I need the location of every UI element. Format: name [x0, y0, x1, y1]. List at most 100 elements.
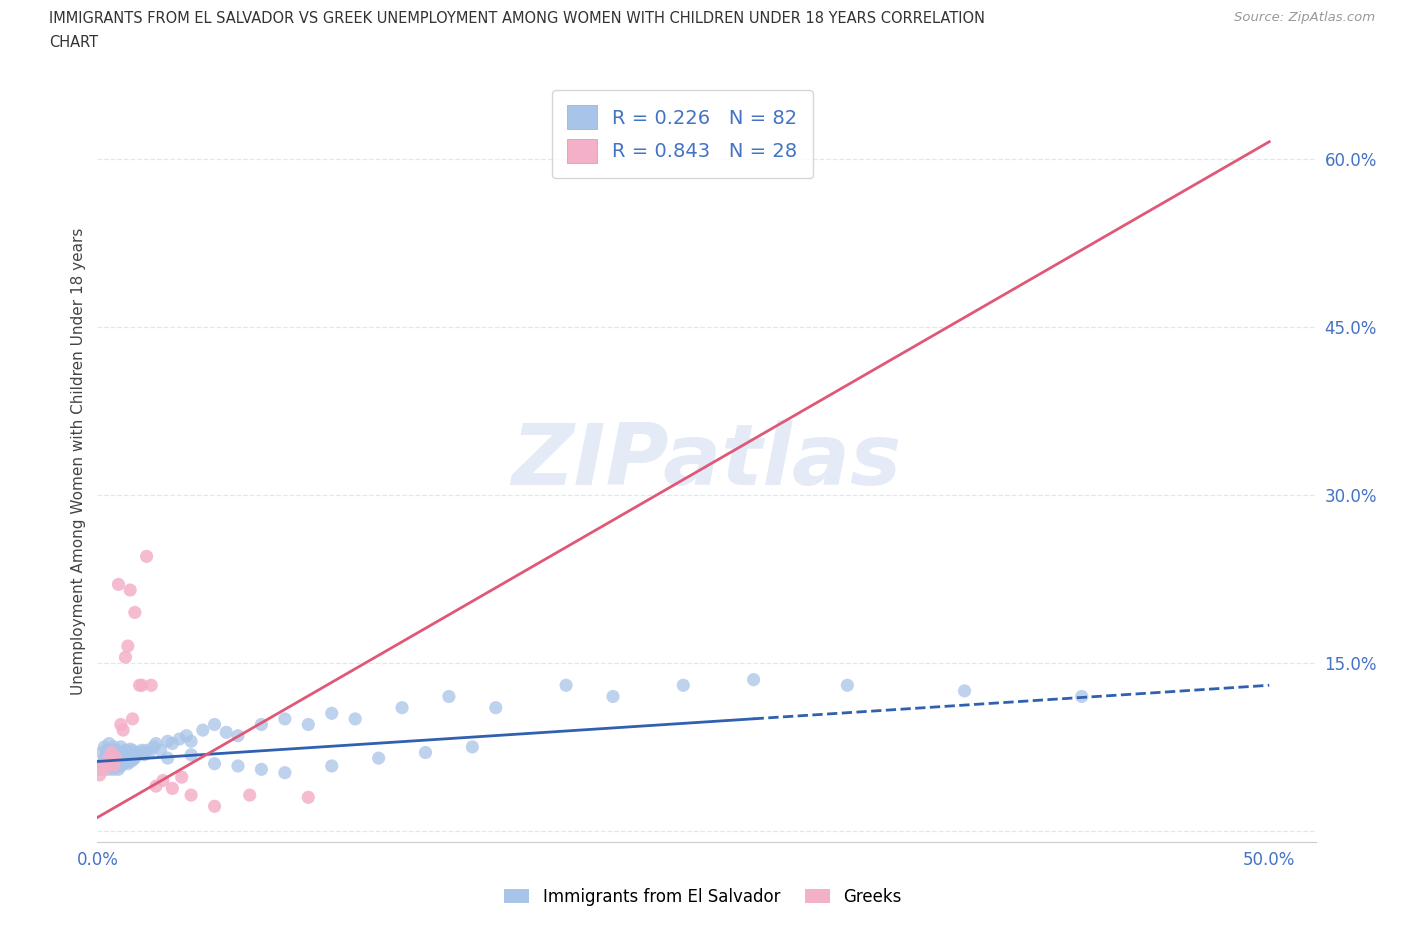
Point [128, 678, 150, 693]
Y-axis label: Unemployment Among Women with Children Under 18 years: Unemployment Among Women with Children U… [72, 228, 86, 695]
Point [250, 717, 273, 732]
Point [344, 711, 367, 726]
Point [156, 751, 179, 765]
Point [437, 689, 460, 704]
Point [100, 751, 122, 765]
Point [107, 745, 129, 760]
Point [121, 743, 143, 758]
Point [117, 756, 139, 771]
Point [415, 745, 437, 760]
Point [120, 754, 142, 769]
Point [128, 745, 150, 760]
Point [91, 759, 114, 774]
Point [121, 711, 143, 726]
Point [105, 751, 128, 765]
Point [112, 723, 135, 737]
Point [91, 745, 114, 760]
Point [93, 762, 115, 777]
Point [100, 745, 122, 760]
Legend: R = 0.226   N = 82, R = 0.843   N = 28: R = 0.226 N = 82, R = 0.843 N = 28 [553, 90, 813, 179]
Point [98, 762, 121, 777]
Point [170, 770, 193, 785]
Point [107, 762, 129, 777]
Point [121, 753, 143, 768]
Point [555, 678, 578, 693]
Point [145, 737, 167, 751]
Point [837, 678, 859, 693]
Point [114, 754, 136, 769]
Point [138, 745, 160, 760]
Point [98, 754, 121, 769]
Point [162, 737, 184, 751]
Point [117, 745, 139, 760]
Point [162, 781, 184, 796]
Point [367, 751, 389, 765]
Point [191, 723, 214, 737]
Point [149, 743, 172, 758]
Point [98, 751, 121, 765]
Point [110, 739, 132, 754]
Point [107, 577, 129, 591]
Point [96, 748, 118, 763]
Point [103, 759, 125, 774]
Point [124, 751, 146, 765]
Point [98, 737, 121, 751]
Point [321, 759, 343, 774]
Point [135, 549, 157, 564]
Point [120, 742, 142, 757]
Point [297, 790, 319, 804]
Point [112, 756, 135, 771]
Point [105, 743, 128, 758]
Point [134, 748, 156, 763]
Point [145, 778, 167, 793]
Point [93, 739, 115, 754]
Point [110, 717, 132, 732]
Point [93, 762, 115, 777]
Point [215, 724, 238, 739]
Point [142, 739, 165, 754]
Point [135, 743, 157, 758]
Point [110, 759, 132, 774]
Point [103, 739, 125, 754]
Point [953, 684, 976, 698]
Point [105, 759, 128, 774]
Legend: Immigrants from El Salvador, Greeks: Immigrants from El Salvador, Greeks [498, 881, 908, 912]
Point [105, 751, 128, 765]
Point [103, 762, 125, 777]
Point [226, 759, 249, 774]
Text: ZIPatlas: ZIPatlas [512, 419, 901, 502]
Point [91, 756, 114, 771]
Point [250, 762, 273, 777]
Point [176, 728, 198, 743]
Point [156, 734, 179, 749]
Point [204, 799, 226, 814]
Point [742, 672, 765, 687]
Point [391, 700, 413, 715]
Point [226, 728, 249, 743]
Point [239, 788, 262, 803]
Point [180, 734, 202, 749]
Point [1070, 689, 1092, 704]
Point [169, 732, 191, 747]
Point [204, 717, 226, 732]
Point [100, 743, 122, 758]
Point [321, 706, 343, 721]
Point [89, 767, 111, 782]
Point [96, 759, 118, 774]
Point [672, 678, 695, 693]
Point [141, 678, 163, 693]
Point [127, 748, 149, 763]
Point [117, 639, 139, 654]
Point [124, 605, 146, 620]
Point [114, 743, 136, 758]
Point [103, 753, 125, 768]
Point [274, 711, 297, 726]
Point [93, 751, 115, 765]
Point [297, 717, 319, 732]
Point [114, 650, 136, 665]
Text: Source: ZipAtlas.com: Source: ZipAtlas.com [1234, 11, 1375, 24]
Point [602, 689, 624, 704]
Point [112, 745, 135, 760]
Point [204, 756, 226, 771]
Point [485, 700, 508, 715]
